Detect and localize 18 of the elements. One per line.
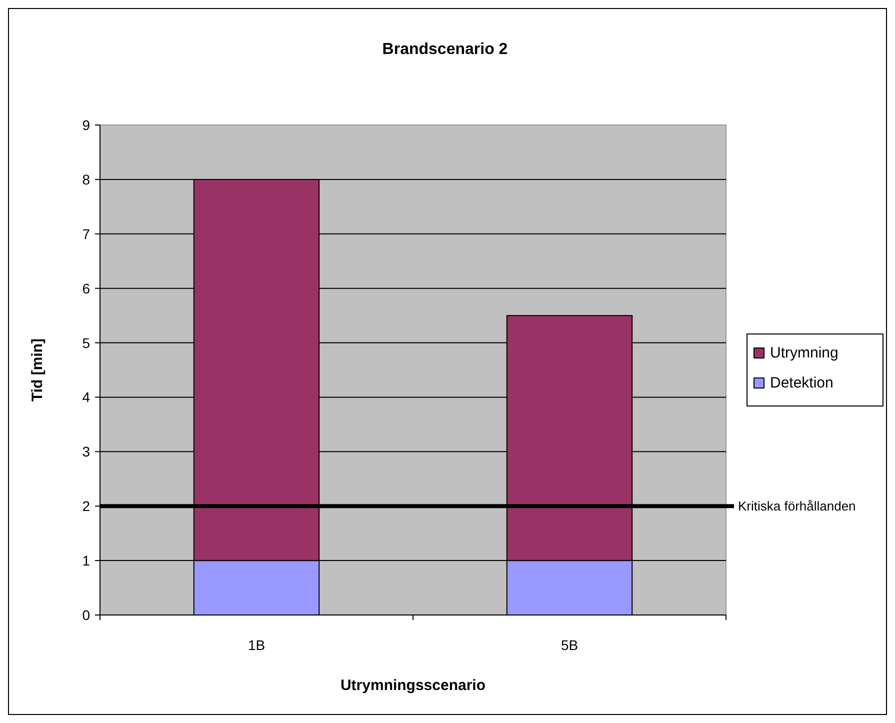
legend-label: Utrymning	[770, 344, 838, 362]
x-tick-label: 1B	[248, 637, 266, 653]
y-tick-label: 9	[82, 117, 90, 133]
y-tick-label: 1	[82, 552, 90, 569]
y-tick-label: 5	[82, 334, 90, 351]
y-tick-label: 6	[82, 280, 90, 296]
x-axis-title: Utrymningsscenario	[340, 677, 486, 694]
legend-label: Detektion	[770, 374, 834, 392]
y-tick-label: 2	[82, 498, 90, 514]
y-axis-title: Tid [min]	[29, 338, 46, 402]
chart-title: Brandscenario 2	[382, 41, 508, 58]
y-tick-label: 4	[82, 389, 90, 406]
y-tick-label: 0	[82, 607, 90, 623]
ref-line-label: Kritiska förhållanden	[738, 498, 856, 514]
y-tick-label: 8	[82, 171, 90, 188]
y-tick-label: 3	[82, 444, 90, 460]
x-tick-label: 5B	[560, 637, 578, 653]
y-tick-label: 7	[82, 226, 90, 242]
